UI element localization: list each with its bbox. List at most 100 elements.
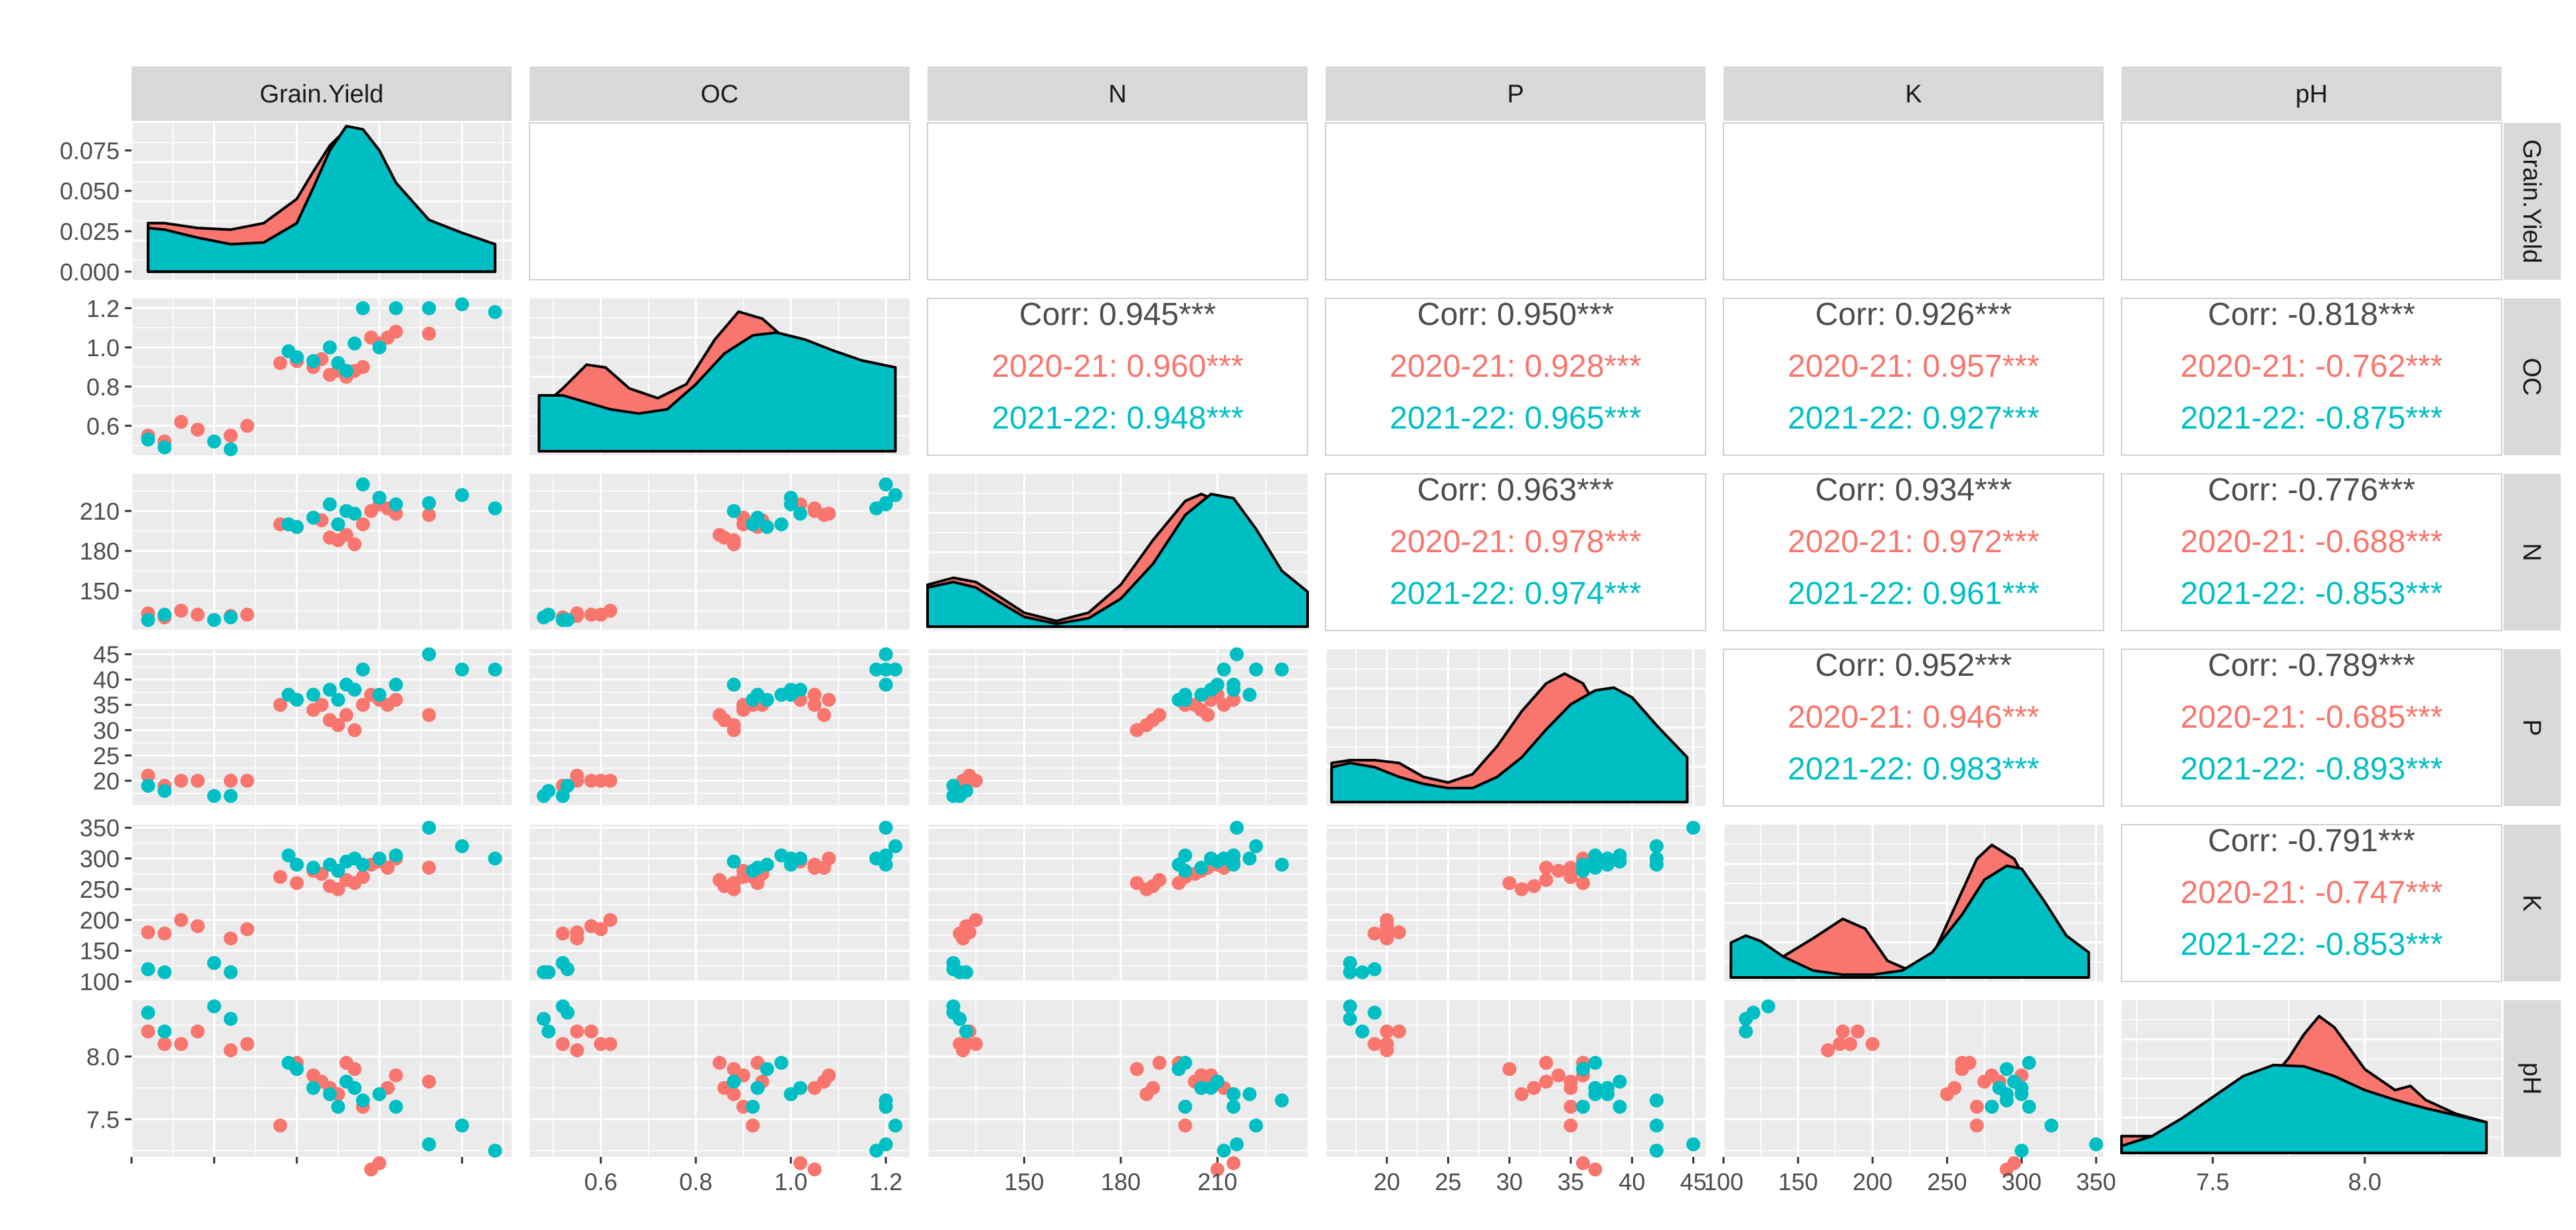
scatter-point-k-n-2021-22: [1178, 863, 1193, 878]
scatter-point-k-p-2021-22: [1355, 965, 1369, 979]
scatter-panel-k-n: [928, 825, 1308, 981]
scatter-point-n-grain-yield-2020-21: [422, 508, 437, 522]
scatter-point-p-oc-2020-21: [807, 688, 822, 702]
scatter-point-p-n-2021-22: [1242, 688, 1257, 702]
scatter-point-k-n-2020-21: [1130, 876, 1144, 890]
scatter-point-ph-n-2021-22: [1248, 1118, 1263, 1133]
scatter-point-k-grain-yield-2021-22: [281, 848, 296, 863]
scatter-point-ph-n-2021-22: [959, 1024, 973, 1039]
scatter-point-p-n-2021-22: [1227, 677, 1240, 692]
scatter-point-k-n-2021-22: [1274, 857, 1289, 872]
y-tick-label-oc: 0.6: [86, 413, 120, 440]
y-tick-label-p: 45: [93, 641, 120, 668]
scatter-point-n-grain-yield-2020-21: [240, 607, 254, 622]
scatter-point-oc-grain-yield-2021-22: [488, 305, 502, 320]
scatter-point-k-n-2021-22: [1248, 839, 1263, 853]
scatter-point-oc-grain-yield-2020-21: [273, 356, 288, 370]
x-tick-label-oc: 0.8: [679, 1168, 712, 1195]
scatter-point-ph-grain-yield-2021-22: [141, 1005, 155, 1020]
scatter-point-n-grain-yield-2020-21: [355, 517, 370, 532]
scatter-point-k-grain-yield-2021-22: [207, 956, 221, 970]
scatter-point-oc-grain-yield-2021-22: [355, 301, 370, 316]
scatter-point-ph-grain-yield-2020-21: [422, 1075, 437, 1089]
corr-panel-oc-p: [1325, 298, 1706, 456]
scatter-point-ph-grain-yield-2021-22: [331, 1100, 346, 1114]
scatter-point-k-grain-yield-2020-21: [290, 876, 304, 890]
strip-row-n: [2504, 474, 2561, 631]
scatter-point-ph-k-2021-22: [1739, 1024, 1753, 1039]
scatter-point-n-grain-yield-2021-22: [157, 607, 172, 622]
scatter-point-ph-grain-yield-2021-22: [290, 1062, 304, 1076]
scatter-panel-ph-k: [1724, 1000, 2104, 1157]
corr-text-g2-n-p: 2021-22: 0.974***: [1390, 576, 1642, 611]
scatter-point-p-n-2020-21: [1201, 708, 1215, 722]
scatter-point-n-grain-yield-2021-22: [207, 613, 221, 627]
scatter-panel-oc-grain-yield: [132, 298, 512, 455]
scatter-point-p-grain-yield-2021-22: [207, 789, 221, 803]
corr-text-g2-n-k: 2021-22: 0.961***: [1788, 576, 2040, 611]
corr-text-corr-p-k: Corr: 0.952***: [1815, 648, 2012, 683]
scatter-point-k-n-2020-21: [1152, 872, 1167, 887]
scatter-point-ph-p-2020-21: [1379, 1024, 1394, 1039]
scatter-point-k-p-2020-21: [1576, 876, 1590, 890]
chart-marks: [141, 124, 2488, 1177]
scatter-point-n-oc-2021-22: [774, 517, 789, 532]
scatter-point-k-grain-yield-2021-22: [355, 857, 370, 872]
corr-panel-grain-yield-ph: [2121, 122, 2502, 280]
scatter-point-ph-grain-yield-2021-22: [157, 1024, 172, 1039]
scatter-point-ph-p-2021-22: [1343, 1011, 1357, 1026]
scatter-point-p-n-2021-22: [1178, 692, 1193, 707]
scatter-point-p-grain-yield-2020-21: [141, 768, 155, 783]
corr-panel-p-ph: [2121, 649, 2502, 807]
scatter-panel-n-grain-yield: [132, 474, 512, 631]
scatter-point-n-oc-2020-21: [593, 607, 608, 622]
scatter-point-p-grain-yield-2021-22: [290, 692, 304, 707]
strip-col-k: [1724, 66, 2104, 121]
scatter-point-n-grain-yield-2021-22: [223, 610, 238, 625]
scatter-point-k-grain-yield-2020-21: [381, 861, 395, 875]
scatter-point-p-grain-yield-2021-22: [141, 779, 155, 793]
corr-text-g2-p-k: 2021-22: 0.983***: [1788, 752, 2040, 787]
scatter-point-ph-p-2021-22: [1588, 1055, 1603, 1070]
scatter-point-k-n-2021-22: [1242, 851, 1257, 866]
y-tick-label-grain-yield: 0.075: [60, 137, 120, 164]
scatter-point-ph-oc-2021-22: [750, 1080, 765, 1095]
corr-panel-grain-yield-oc: [529, 122, 910, 280]
scatter-point-n-grain-yield-2020-21: [339, 528, 353, 542]
strip-label-col-k: K: [1905, 80, 1922, 108]
corr-panel-n-ph: [2121, 473, 2502, 631]
scatter-point-k-oc-2020-21: [555, 926, 570, 941]
scatter-point-n-grain-yield-2021-22: [454, 488, 469, 502]
scatter-point-k-n-2021-22: [1217, 851, 1231, 866]
scatter-point-p-n-2021-22: [953, 789, 967, 803]
corr-text-corr-p-ph: Corr: -0.789***: [2208, 648, 2415, 683]
scatter-point-n-grain-yield-2021-22: [488, 501, 502, 516]
strip-label-row-n: N: [2518, 543, 2545, 561]
scatter-point-k-grain-yield-2021-22: [141, 962, 155, 976]
scatter-point-n-oc-2021-22: [888, 488, 903, 502]
scatter-point-ph-oc-2020-21: [745, 1118, 760, 1133]
scatter-point-p-grain-yield-2020-21: [174, 773, 189, 788]
scatter-point-n-grain-yield-2021-22: [389, 497, 403, 512]
scatter-point-ph-n-2021-22: [1229, 1137, 1244, 1152]
scatter-point-p-n-2020-21: [1217, 698, 1231, 712]
scatter-point-ph-p-2021-22: [1576, 1100, 1590, 1114]
x-tick-label-p: 20: [1373, 1168, 1400, 1195]
scatter-point-ph-p-2021-22: [1686, 1137, 1700, 1152]
scatter-point-k-n-2020-21: [959, 922, 973, 936]
scatter-point-k-grain-yield-2021-22: [488, 851, 502, 866]
scatter-point-ph-oc-2020-21: [593, 1037, 608, 1051]
scatter-point-k-grain-yield-2020-21: [191, 919, 205, 934]
scatter-point-ph-k-2020-21: [2007, 1156, 2021, 1170]
density-area-k-2021-22: [1730, 865, 2090, 979]
scatter-point-k-grain-yield-2021-22: [372, 851, 387, 866]
scatter-point-k-oc-2021-22: [536, 965, 551, 979]
scatter-point-ph-p-2020-21: [1563, 1118, 1578, 1133]
scatter-point-k-p-2020-21: [1367, 926, 1382, 941]
strip-label-col-n: N: [1108, 80, 1126, 108]
scatter-point-p-oc-2020-21: [822, 692, 836, 707]
scatter-panel-k-grain-yield: [132, 825, 512, 981]
scatter-point-ph-n-2020-21: [1152, 1055, 1167, 1070]
scatter-point-p-oc-2021-22: [555, 789, 570, 803]
scatter-point-ph-k-2020-21: [1969, 1118, 1984, 1133]
